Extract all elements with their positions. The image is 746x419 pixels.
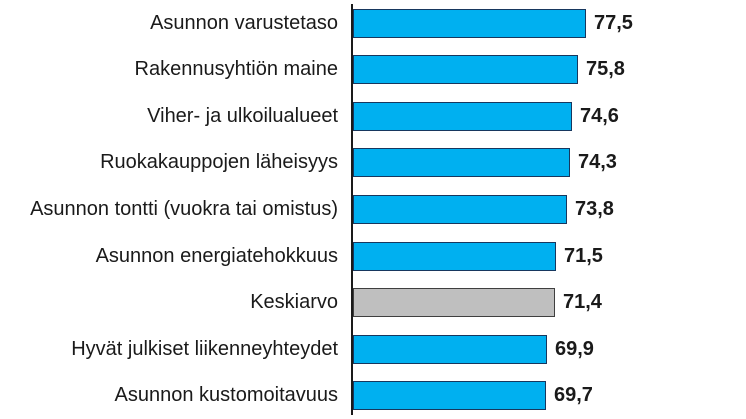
bar-area: 74,6 [353, 93, 746, 140]
bar-area: 74,3 [353, 140, 746, 187]
bar [353, 288, 555, 318]
value-label: 77,5 [594, 11, 633, 34]
bar [353, 381, 546, 411]
bar [353, 55, 578, 85]
bar [353, 8, 586, 38]
bar-area: 75,8 [353, 47, 746, 94]
bar-area: 73,8 [353, 186, 746, 233]
value-label: 74,3 [578, 151, 617, 174]
category-label: Asunnon energiatehokkuus [95, 244, 338, 267]
value-label: 73,8 [575, 198, 614, 221]
category-label: Hyvät julkiset liikenneyhteydet [71, 337, 338, 360]
value-label: 74,6 [580, 104, 619, 127]
category-axis-line [351, 4, 353, 415]
chart-row: Asunnon kustomoitavuus 69,7 [0, 373, 746, 419]
category-label: Rakennusyhtiön maine [134, 58, 338, 81]
bar-area: 77,5 [353, 0, 746, 47]
chart-row: Hyvät julkiset liikenneyhteydet 69,9 [0, 326, 746, 373]
bar-area: 71,4 [353, 279, 746, 326]
chart-row: Keskiarvo 71,4 [0, 279, 746, 326]
category-label: Asunnon kustomoitavuus [114, 384, 338, 407]
chart-row: Asunnon energiatehokkuus 71,5 [0, 233, 746, 280]
chart-row: Rakennusyhtiön maine 75,8 [0, 47, 746, 94]
chart-row: Viher- ja ulkoilualueet 74,6 [0, 93, 746, 140]
bar [353, 101, 572, 131]
bar [353, 334, 547, 364]
value-label: 69,9 [555, 337, 594, 360]
category-label: Ruokakauppojen läheisyys [100, 151, 338, 174]
chart-row: Ruokakauppojen läheisyys 74,3 [0, 140, 746, 187]
bar-area: 71,5 [353, 233, 746, 280]
bar [353, 241, 556, 271]
chart-row: Asunnon varustetaso 77,5 [0, 0, 746, 47]
value-label: 75,8 [586, 58, 625, 81]
chart-row: Asunnon tontti (vuokra tai omistus) 73,8 [0, 186, 746, 233]
bar-area: 69,9 [353, 326, 746, 373]
category-label: Viher- ja ulkoilualueet [147, 104, 338, 127]
bar [353, 148, 570, 178]
value-label: 69,7 [554, 384, 593, 407]
bar [353, 195, 567, 225]
value-label: 71,5 [564, 244, 603, 267]
category-label: Asunnon varustetaso [150, 11, 338, 34]
category-label: Keskiarvo [250, 291, 338, 314]
value-label: 71,4 [563, 291, 602, 314]
bar-area: 69,7 [353, 373, 746, 419]
category-label: Asunnon tontti (vuokra tai omistus) [30, 198, 338, 221]
